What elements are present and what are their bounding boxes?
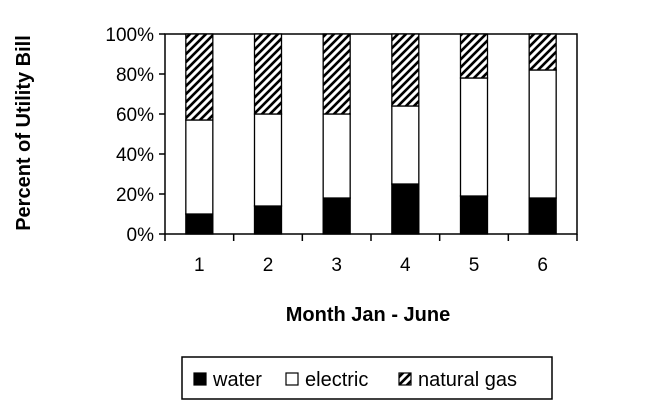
bar-electric-6 [528, 69, 557, 199]
y-tick-label: 80% [116, 65, 154, 86]
bar-water-1 [185, 213, 214, 235]
bar-electric-4 [391, 105, 420, 185]
bar-natural-gas-1 [185, 33, 214, 121]
y-axis: 0% 20% 40% 60% 80% 100% [105, 25, 165, 246]
x-axis: 1 2 3 4 5 6 [164, 234, 578, 276]
bar-natural-gas-6 [528, 33, 557, 71]
y-tick-label: 20% [116, 185, 154, 206]
y-axis-title: Percent of Utility Bill [13, 35, 35, 231]
legend-border [181, 356, 553, 400]
legend-swatch-natural-gas [398, 372, 412, 386]
bar-natural-gas-2 [253, 33, 283, 115]
legend-label-natural-gas: natural gas [418, 369, 517, 391]
bar-natural-gas-3 [322, 33, 351, 115]
y-tick-label: 100% [105, 25, 154, 46]
bar-electric-1 [185, 119, 214, 215]
bar-electric-5 [459, 77, 489, 197]
bar-water-5 [459, 195, 489, 235]
x-tick-label: 4 [400, 255, 411, 276]
legend-swatch-water [193, 372, 207, 386]
x-axis-title: Month Jan - June [286, 304, 450, 326]
bar-electric-3 [322, 113, 351, 199]
plot-frame [164, 33, 578, 235]
legend-swatch-electric [285, 372, 299, 386]
y-tick-label: 0% [127, 225, 155, 246]
x-tick-label: 6 [537, 255, 548, 276]
y-tick-label: 60% [116, 105, 154, 126]
bar-water-6 [528, 197, 557, 235]
bar-water-3 [322, 197, 351, 235]
y-tick-label: 40% [116, 145, 154, 166]
bar-natural-gas-5 [459, 33, 489, 79]
bar-electric-2 [253, 113, 283, 207]
x-tick-label: 5 [469, 255, 480, 276]
legend: water electric natural gas [181, 356, 553, 400]
x-tick-label: 3 [331, 255, 342, 276]
plot-area [164, 33, 578, 235]
bar-natural-gas-4 [391, 33, 420, 107]
x-tick-label: 1 [194, 255, 205, 276]
legend-label-electric: electric [305, 369, 368, 391]
bar-water-4 [391, 183, 420, 235]
x-tick-label: 2 [263, 255, 274, 276]
legend-label-water: water [212, 369, 262, 391]
bar-water-2 [253, 205, 283, 235]
